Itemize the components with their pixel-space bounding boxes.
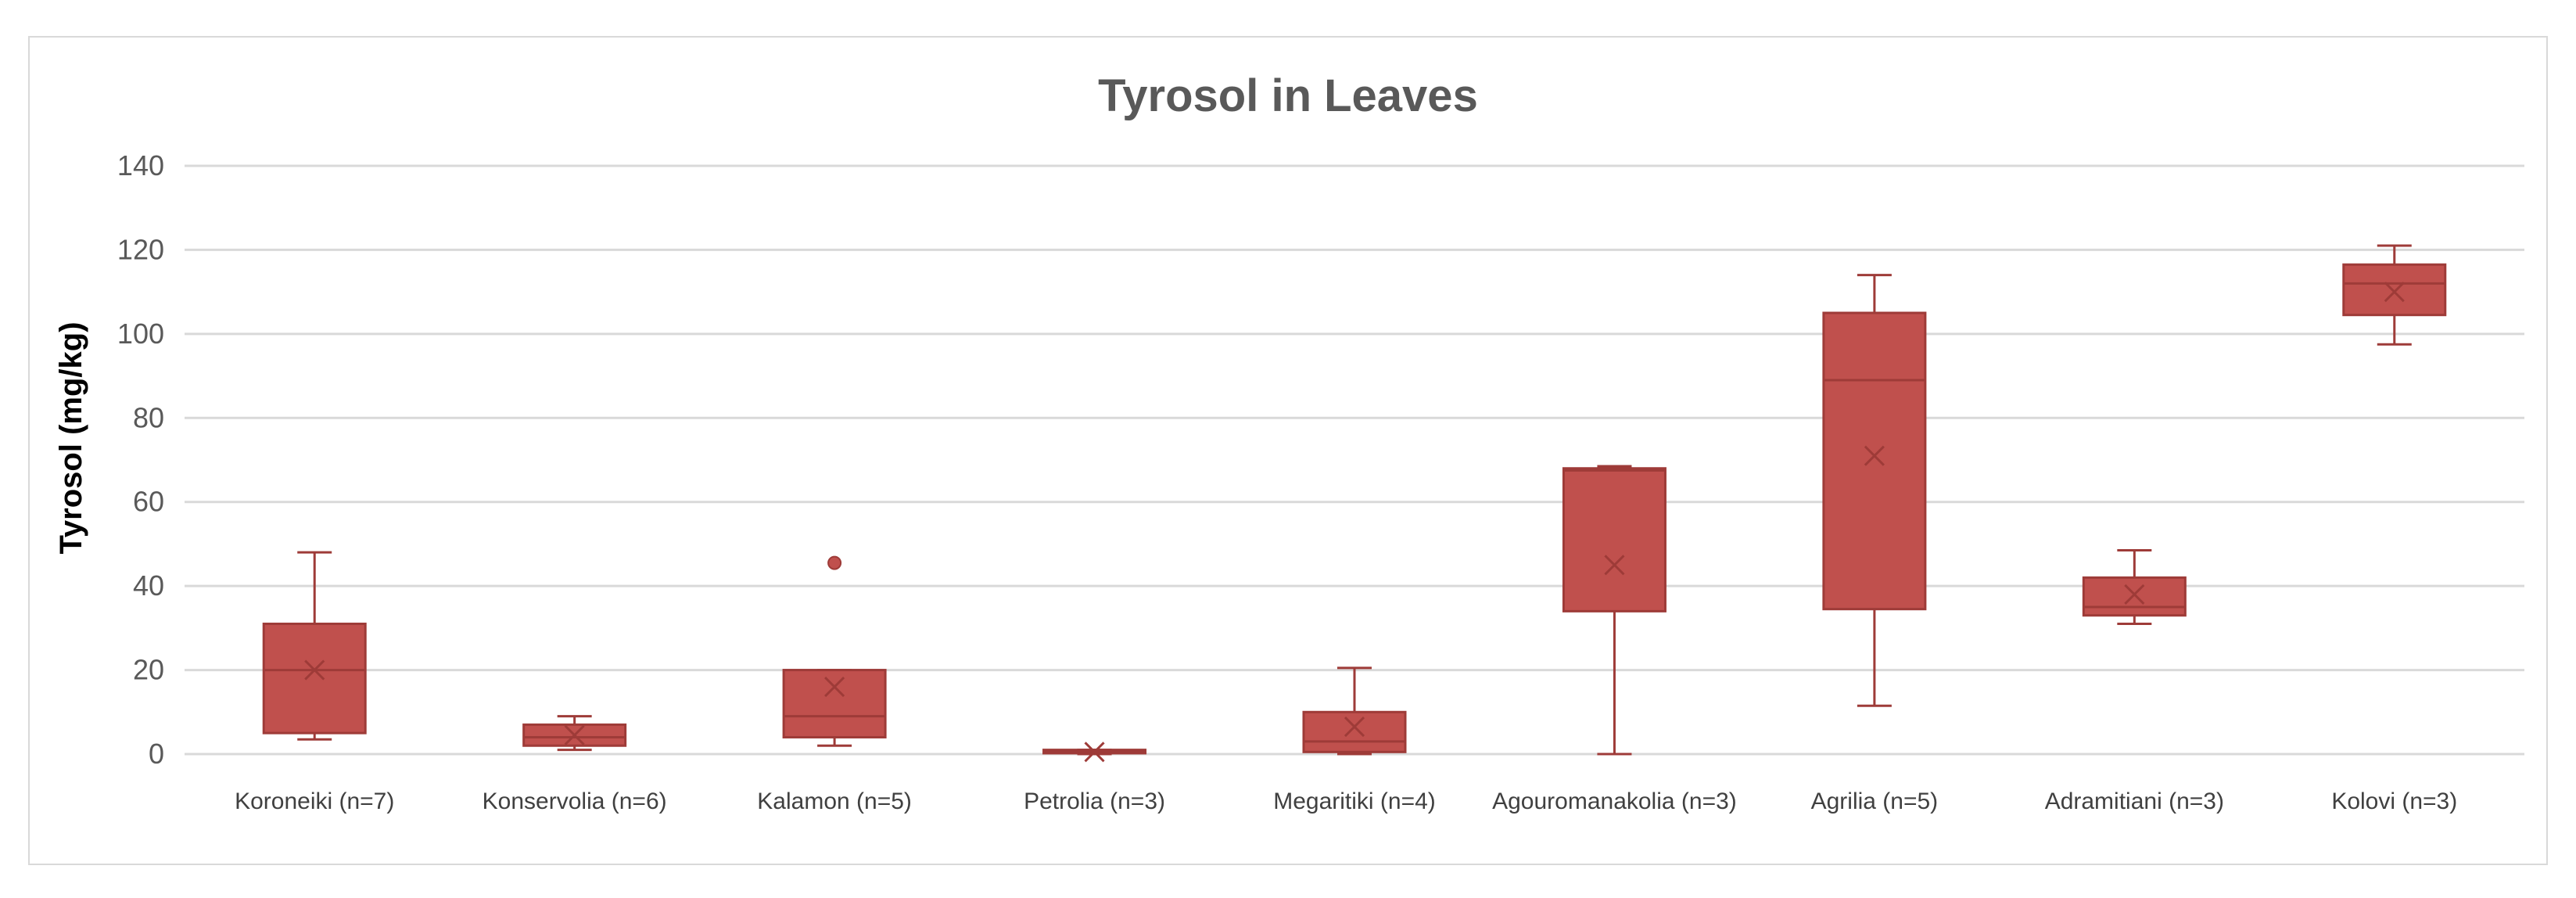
box-iqr: [1562, 467, 1667, 612]
chart-frame: [28, 36, 2548, 865]
x-axis-ticks: Koroneiki (n=7) Konservolia (n=6) Kalamon …: [235, 788, 2457, 814]
mean-marker: [824, 676, 845, 698]
box-iqr: [1302, 710, 1407, 753]
x-tick-label: Petrolia (n=3): [1024, 788, 1165, 814]
box-iqr: [2342, 263, 2447, 317]
y-tick-label: 60: [133, 486, 164, 518]
box-9: [2342, 244, 2447, 346]
y-axis-label: Tyrosol (mg/kg): [54, 321, 88, 554]
gridlines: [185, 164, 2524, 756]
y-tick-label: 0: [149, 738, 164, 770]
box-series: [262, 244, 2447, 763]
y-tick-label: 80: [133, 401, 164, 433]
box-4: [1042, 742, 1147, 763]
box-8: [2082, 548, 2187, 625]
mean-marker: [2384, 282, 2405, 303]
x-tick-label: Adramitiani (n=3): [2045, 788, 2224, 814]
y-tick-label: 140: [117, 149, 164, 181]
mean-marker: [1864, 445, 1885, 466]
y-tick-label: 20: [133, 654, 164, 686]
box-iqr: [262, 622, 367, 735]
box-3: [782, 555, 887, 747]
mean-marker: [1344, 717, 1365, 738]
mean-marker: [304, 659, 325, 681]
mean-marker: [564, 724, 585, 745]
mean-marker: [1604, 555, 1625, 576]
y-tick-label: 40: [133, 569, 164, 602]
y-tick-label: 100: [117, 318, 164, 350]
x-tick-label: Agrilia (n=5): [1811, 788, 1939, 814]
x-tick-label: Konservolia (n=6): [483, 788, 667, 814]
x-tick-label: Koroneiki (n=7): [235, 788, 394, 814]
box-iqr: [2082, 576, 2187, 617]
x-tick-label: Kalamon (n=5): [757, 788, 912, 814]
mean-marker: [2124, 584, 2145, 605]
outlier-point: [827, 555, 842, 570]
box-1: [262, 551, 367, 741]
box-6: [1562, 465, 1667, 756]
box-5: [1302, 666, 1407, 756]
box-iqr: [1822, 311, 1927, 611]
x-tick-label: Agouromanakolia (n=3): [1492, 788, 1737, 814]
box-2: [522, 715, 627, 752]
mean-marker: [1084, 742, 1105, 763]
y-tick-label: 120: [117, 233, 164, 265]
chart-title: Tyrosol in Leaves: [1098, 70, 1478, 121]
box-iqr: [782, 669, 887, 739]
x-tick-label: Kolovi (n=3): [2331, 788, 2457, 814]
y-axis-ticks: 0 20 40 60 80 100 120 140: [117, 149, 164, 770]
box-7: [1822, 274, 1927, 707]
x-tick-label: Megaritiki (n=4): [1273, 788, 1436, 814]
